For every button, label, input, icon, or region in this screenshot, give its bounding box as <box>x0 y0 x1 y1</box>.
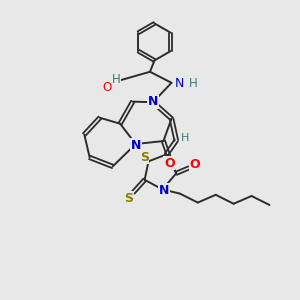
Text: N: N <box>148 95 158 108</box>
Text: N: N <box>175 77 184 90</box>
Text: H: H <box>181 133 189 143</box>
Text: N: N <box>131 139 142 152</box>
Text: H: H <box>189 77 197 90</box>
Text: H: H <box>112 73 121 86</box>
Text: O: O <box>103 81 112 94</box>
Text: N: N <box>158 184 169 197</box>
Text: O: O <box>164 157 175 169</box>
Text: S: S <box>140 151 149 164</box>
Text: S: S <box>124 192 133 205</box>
Text: O: O <box>190 158 200 171</box>
